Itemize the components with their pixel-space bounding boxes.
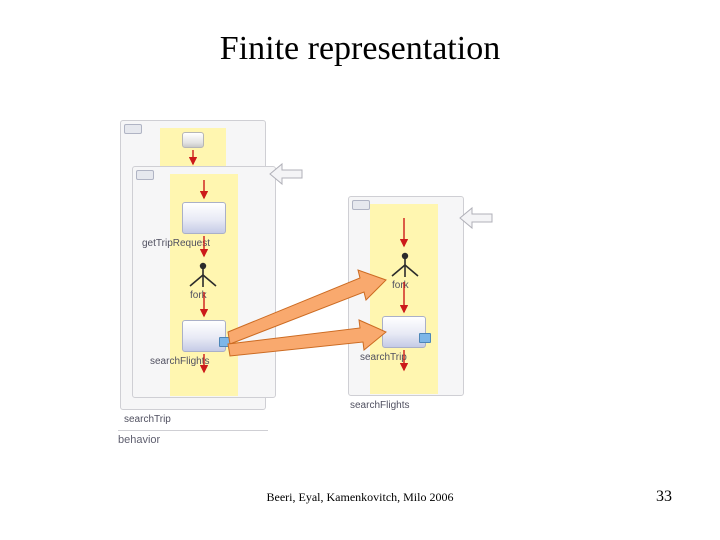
diagram-container: getTripRequest fork searchFlights search… [120, 120, 520, 460]
outline-arrow-icon [460, 208, 492, 228]
citation: Beeri, Eyal, Kamenkovitch, Milo 2006 [0, 490, 720, 505]
outline-arrow-icon [270, 164, 302, 184]
arrow-overlay [120, 120, 520, 460]
slide-title: Finite representation [0, 30, 720, 68]
page-number: 33 [656, 488, 672, 506]
